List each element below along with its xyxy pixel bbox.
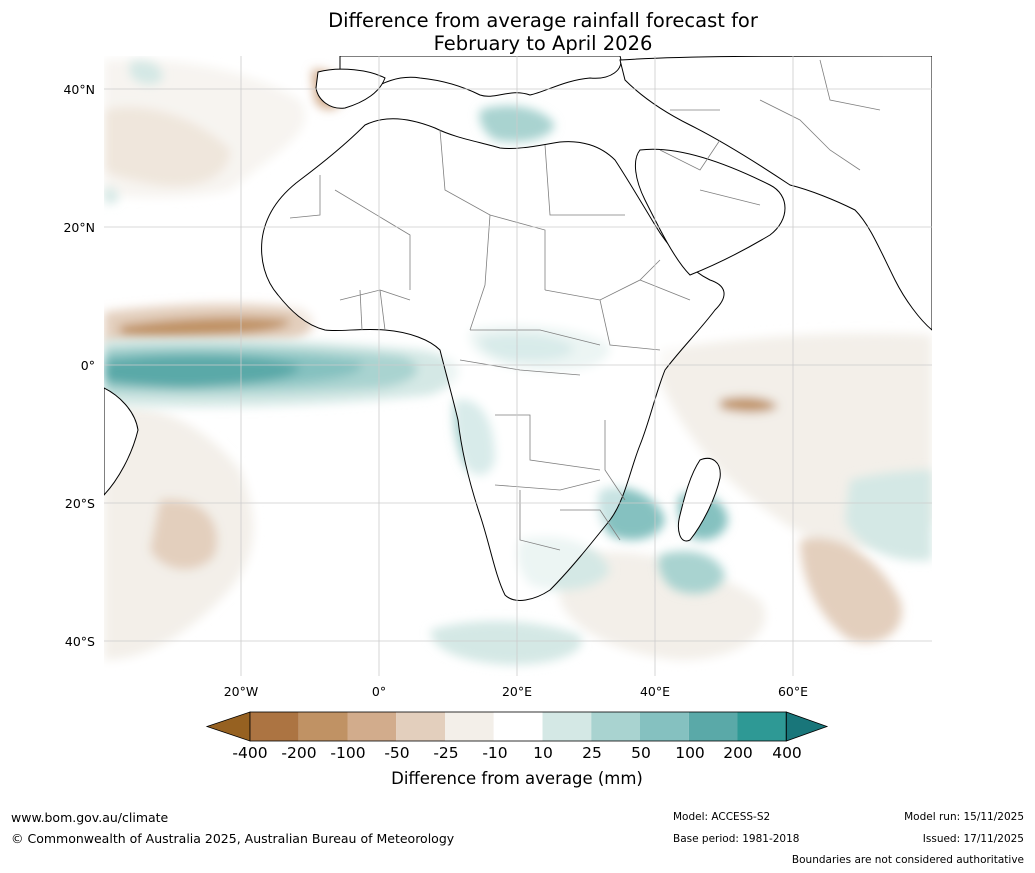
lat-label-40n: 40°N	[63, 82, 95, 97]
colorbar-swatch	[591, 712, 640, 741]
colorbar-tick: 50	[631, 744, 651, 762]
arabia-land	[634, 148, 786, 276]
wet-atlantic-small	[104, 187, 119, 204]
dry-south-indian	[800, 538, 902, 643]
wet-south-indian	[658, 551, 725, 594]
colorbar-tick: -100	[330, 744, 366, 762]
dry-north-atlantic-outer	[104, 59, 306, 198]
colorbar-swatch	[298, 712, 348, 741]
colorbar-tick: 10	[533, 744, 553, 762]
asia-land	[619, 56, 932, 331]
south-america-tip	[104, 387, 139, 496]
title-line-2: February to April 2026	[433, 32, 653, 55]
colorbar-swatch	[688, 712, 738, 741]
lat-label-20n: 20°N	[63, 220, 95, 235]
colorbar-tick: -400	[232, 744, 268, 762]
wet-equatorial-atlantic-core	[104, 355, 300, 388]
colorbar-swatch	[396, 712, 445, 741]
colorbar-tick: 200	[723, 744, 753, 762]
dry-indian-ocean-core	[720, 397, 778, 413]
model-run-text: Model run: 15/11/2025	[904, 811, 1024, 823]
colorbar-tick: -200	[281, 744, 317, 762]
website-link[interactable]: www.bom.gov.au/climate	[11, 810, 169, 825]
colorbar-tick: -50	[384, 744, 410, 762]
africa-land	[261, 118, 725, 601]
gridlines	[104, 56, 932, 676]
colorbar-tick: 100	[675, 744, 705, 762]
lon-label-0: 0°	[371, 684, 387, 699]
colorbar-outline	[249, 711, 787, 742]
map-frame	[104, 56, 932, 676]
wet-southeast-indian-outer	[845, 470, 932, 561]
country-boundaries	[289, 59, 881, 551]
lon-label-60e: 60°E	[777, 684, 809, 699]
lon-label-20w: 20°W	[223, 684, 259, 699]
colorbar-swatch	[737, 712, 787, 741]
issued-text: Issued: 17/11/2025	[922, 833, 1024, 845]
colorbar-swatch	[445, 712, 494, 741]
lat-label-40s: 40°S	[64, 634, 95, 649]
colorbar-tick: -25	[433, 744, 459, 762]
model-text: Model: ACCESS-S2	[673, 811, 771, 823]
colorbar-swatch	[347, 712, 397, 741]
title-line-1: Difference from average rainfall forecas…	[328, 9, 758, 32]
lon-label-40e: 40°E	[639, 684, 671, 699]
dry-south-atlantic-patch	[150, 499, 218, 570]
land	[104, 56, 932, 601]
colorbar-arrow-right	[785, 711, 829, 742]
dry-core-gulf-of-guinea	[120, 317, 291, 338]
colorbar-tick: 25	[582, 744, 602, 762]
colorbar	[205, 711, 829, 742]
colorbar-arrow-left	[205, 711, 251, 742]
colorbar-swatch	[250, 712, 299, 741]
lon-label-20e: 20°E	[501, 684, 533, 699]
colorbar-tick: -10	[482, 744, 508, 762]
wet-southern-ocean	[430, 620, 582, 665]
base-period-text: Base period: 1981-2018	[673, 833, 800, 845]
madagascar-land	[677, 457, 721, 542]
colorbar-swatch	[493, 712, 543, 741]
copyright-text: © Commonwealth of Australia 2025, Austra…	[11, 831, 455, 846]
lat-label-0: 0°	[80, 358, 95, 373]
colorbar-tick: 400	[772, 744, 802, 762]
page-title: Difference from average rainfall forecas…	[243, 9, 843, 55]
colorbar-swatch	[542, 712, 592, 741]
lat-label-20s: 20°S	[64, 496, 95, 511]
disclaimer-text: Boundaries are not considered authoritat…	[791, 854, 1024, 866]
colorbar-title: Difference from average (mm)	[391, 769, 643, 788]
colorbar-swatch	[640, 712, 689, 741]
wet-north-atlantic-west	[130, 60, 163, 85]
